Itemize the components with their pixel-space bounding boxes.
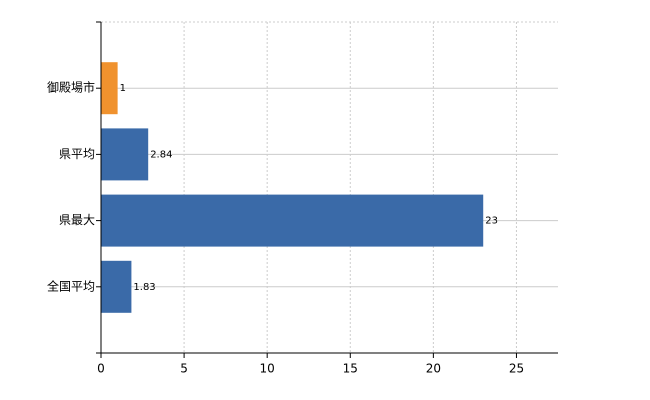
y-tick-label: 全国平均 (47, 278, 95, 293)
value-label: 1.83 (133, 282, 155, 293)
y-tick-label: 県最大 (59, 213, 95, 227)
value-label: 23 (485, 216, 498, 227)
y-tick-label: 県平均 (59, 147, 95, 161)
bar (101, 128, 149, 181)
x-tick-label: 5 (180, 362, 188, 376)
x-tick-label: 10 (260, 362, 275, 376)
bar (101, 194, 484, 247)
x-tick-label: 15 (343, 362, 358, 376)
x-tick-label: 25 (509, 362, 524, 376)
x-tick-label: 0 (97, 362, 105, 376)
x-tick-label: 20 (426, 362, 441, 376)
y-tick-label: 御殿場市 (47, 80, 95, 95)
value-label: 1 (120, 83, 126, 94)
bar (101, 62, 118, 115)
value-label: 2.84 (150, 149, 172, 160)
bar (101, 260, 132, 313)
